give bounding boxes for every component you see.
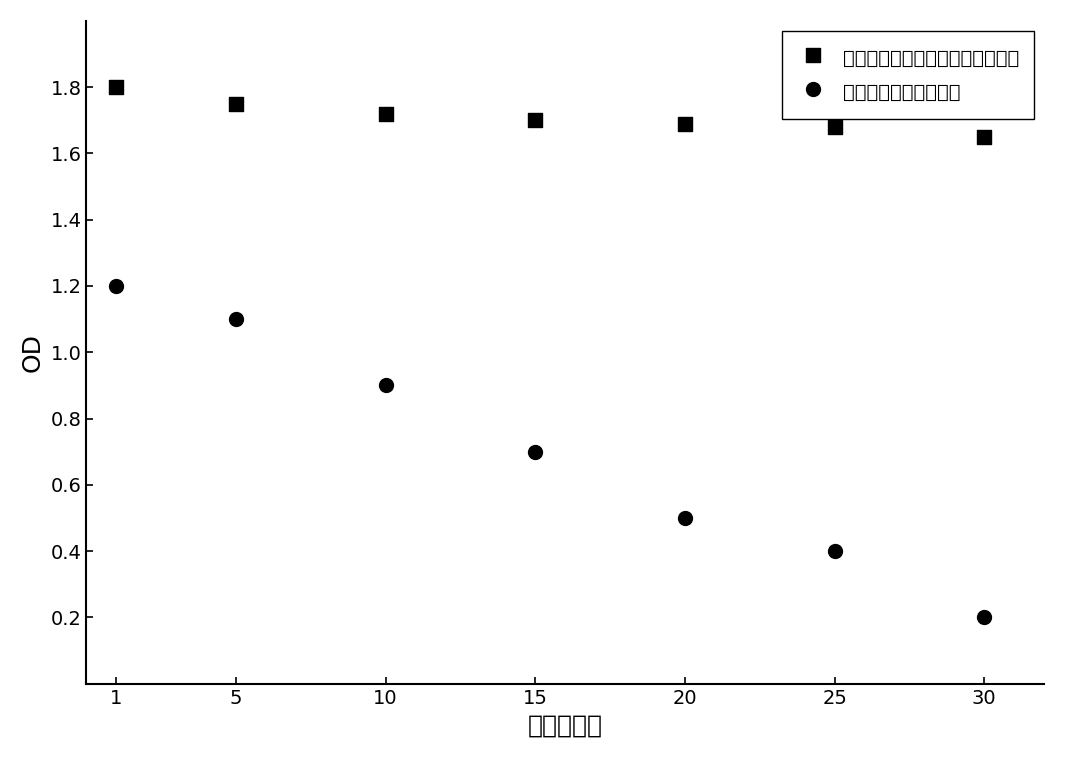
未包裹的正电荷纳米金 xyxy=(108,280,125,292)
介孔二氧化硅包裹的正电荷纳米金 xyxy=(976,131,993,143)
Legend: 介孔二氧化硅包裹的正电荷纳米金, 未包裹的正电荷纳米金: 介孔二氧化硅包裹的正电荷纳米金, 未包裹的正电荷纳米金 xyxy=(783,30,1034,119)
未包裹的正电荷纳米金 xyxy=(527,446,544,458)
介孔二氧化硅包裹的正电荷纳米金 xyxy=(108,81,125,93)
介孔二氧化硅包裹的正电荷纳米金 xyxy=(377,108,394,120)
介孔二氧化硅包裹的正电荷纳米金 xyxy=(228,98,245,110)
未包裹的正电荷纳米金 xyxy=(976,612,993,624)
未包裹的正电荷纳米金 xyxy=(676,512,693,524)
未包裹的正电荷纳米金 xyxy=(826,545,843,557)
介孔二氧化硅包裹的正电荷纳米金 xyxy=(527,114,544,127)
介孔二氧化硅包裹的正电荷纳米金 xyxy=(676,117,693,130)
介孔二氧化硅包裹的正电荷纳米金 xyxy=(826,121,843,133)
Y-axis label: OD: OD xyxy=(21,333,45,371)
未包裹的正电荷纳米金 xyxy=(377,379,394,391)
未包裹的正电荷纳米金 xyxy=(228,313,245,325)
X-axis label: 时间（天）: 时间（天） xyxy=(528,713,603,738)
